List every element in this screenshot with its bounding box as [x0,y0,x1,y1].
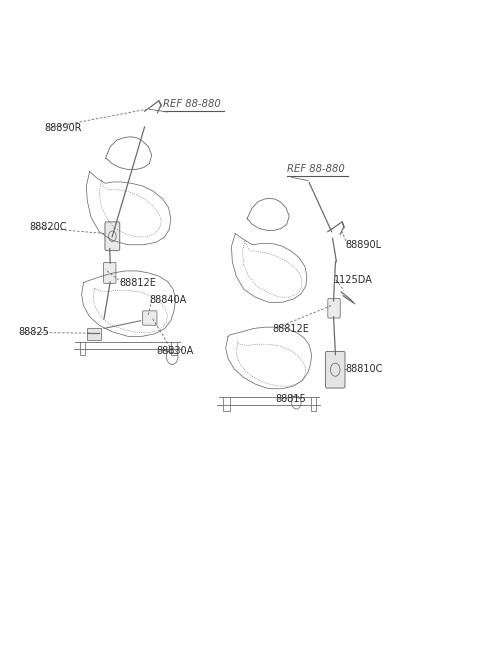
Text: 88815: 88815 [276,394,306,404]
FancyBboxPatch shape [104,262,116,283]
Text: 88810C: 88810C [345,364,383,374]
Bar [87,328,101,340]
Text: 88890L: 88890L [345,240,381,250]
Text: 1125DA: 1125DA [334,275,372,285]
Text: 88812E: 88812E [120,278,156,288]
FancyBboxPatch shape [325,351,345,388]
FancyBboxPatch shape [143,311,157,325]
FancyBboxPatch shape [105,222,120,251]
Text: 88840A: 88840A [149,296,187,306]
FancyBboxPatch shape [328,298,340,318]
Text: 88890R: 88890R [44,124,82,133]
Text: REF 88-880: REF 88-880 [163,99,220,108]
Text: 88830A: 88830A [156,346,193,356]
Text: 88825: 88825 [18,327,49,338]
Text: REF 88-880: REF 88-880 [287,164,345,174]
Text: 88812E: 88812E [273,323,309,334]
Text: 88820C: 88820C [29,222,67,232]
